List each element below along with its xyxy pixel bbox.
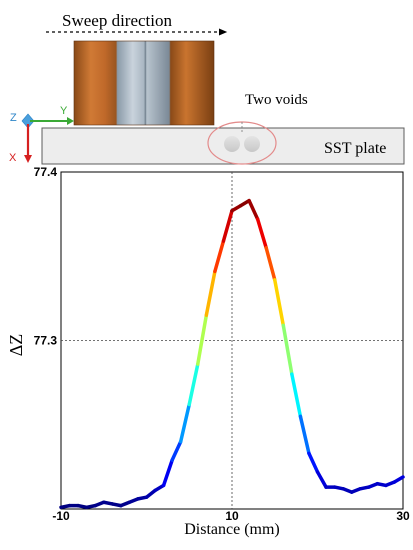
series-segment — [281, 323, 294, 376]
axis-triad: Z Y X — [9, 105, 74, 164]
axis-y-label: Y — [60, 105, 68, 117]
sst-plate-label: SST plate — [324, 140, 386, 157]
void-2 — [244, 136, 260, 152]
delta-z-chart: -10 10 30 77.4 77.3 Distance (mm) ΔZ — [6, 165, 410, 538]
x-tick-label: 30 — [396, 509, 410, 523]
y-tick-label: 77.3 — [34, 334, 58, 348]
series-segment — [290, 372, 303, 419]
axis-x-label: X — [9, 152, 17, 164]
sst-plate — [41, 127, 405, 165]
series-segment — [170, 439, 183, 462]
plot-grid — [61, 172, 403, 509]
two-voids-label: Two voids — [245, 92, 308, 108]
series-segment — [264, 246, 277, 282]
series-segment — [307, 451, 320, 474]
coil-probe — [73, 40, 215, 126]
series-segment — [273, 278, 286, 328]
y-tick-label: 77.4 — [34, 165, 58, 179]
series-segment — [315, 470, 328, 489]
axis-y-arrowhead — [67, 117, 74, 125]
series-segment — [255, 217, 268, 250]
series-segment — [298, 414, 311, 456]
axis-ticks: -10 10 30 77.4 77.3 — [34, 165, 410, 523]
series-segment — [161, 458, 174, 488]
series-segment — [221, 209, 234, 243]
x-axis-label: Distance (mm) — [184, 521, 280, 538]
y-axis-label: ΔZ — [6, 334, 26, 357]
void-1 — [224, 136, 240, 152]
axis-z-label: Z — [10, 112, 17, 124]
sweep-direction-label: Sweep direction — [62, 11, 172, 30]
axis-x-arrowhead — [24, 155, 32, 163]
series-segment — [392, 475, 405, 484]
x-tick-label: -10 — [52, 509, 70, 523]
schematic: Sweep direction Z Y X SST plate Two void… — [9, 11, 405, 165]
series-segment — [213, 239, 226, 274]
series-segment — [144, 488, 157, 499]
series-segment — [187, 362, 200, 407]
x-tick-label: 10 — [225, 509, 239, 523]
series-line — [59, 198, 405, 510]
series-segment — [204, 269, 217, 317]
series-segment — [178, 402, 191, 444]
series-segment — [196, 313, 209, 366]
series-segment — [247, 198, 260, 221]
